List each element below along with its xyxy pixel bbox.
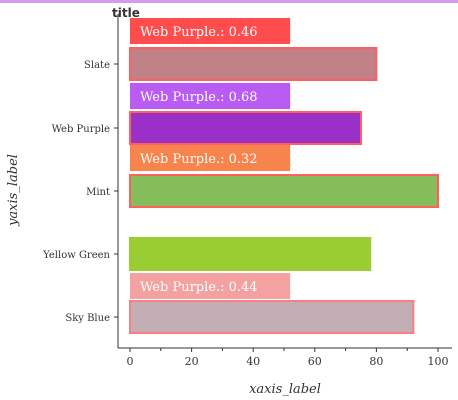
y-tick-label: Yellow Green [42,250,110,261]
bar-yellow-green [130,238,370,270]
y-tick-label: Sky Blue [65,313,110,324]
annotation-label: Web Purple.: 0.68 [140,90,258,105]
x-tick-label: 20 [185,355,199,368]
y-tick-label: Mint [86,187,110,198]
x-tick-label: 100 [428,355,449,368]
bar-web-purple [130,112,361,144]
x-tick-label: 60 [308,355,322,368]
x-axis-label: xaxis_label [249,382,321,397]
bar-slate [130,48,376,80]
annotation-label: Web Purple.: 0.44 [140,280,258,295]
y-tick-label: Slate [84,60,110,71]
annotation-label: Web Purple.: 0.46 [140,25,258,40]
bar-sky-blue [130,301,413,333]
bar-mint [130,175,438,207]
x-tick-label: 0 [127,355,134,368]
annotation-label: Web Purple.: 0.32 [140,152,258,167]
x-tick-label: 40 [246,355,260,368]
y-tick-label: Web Purple [52,124,111,135]
y-axis-label: yaxis_label [6,154,21,227]
x-tick-label: 80 [369,355,383,368]
